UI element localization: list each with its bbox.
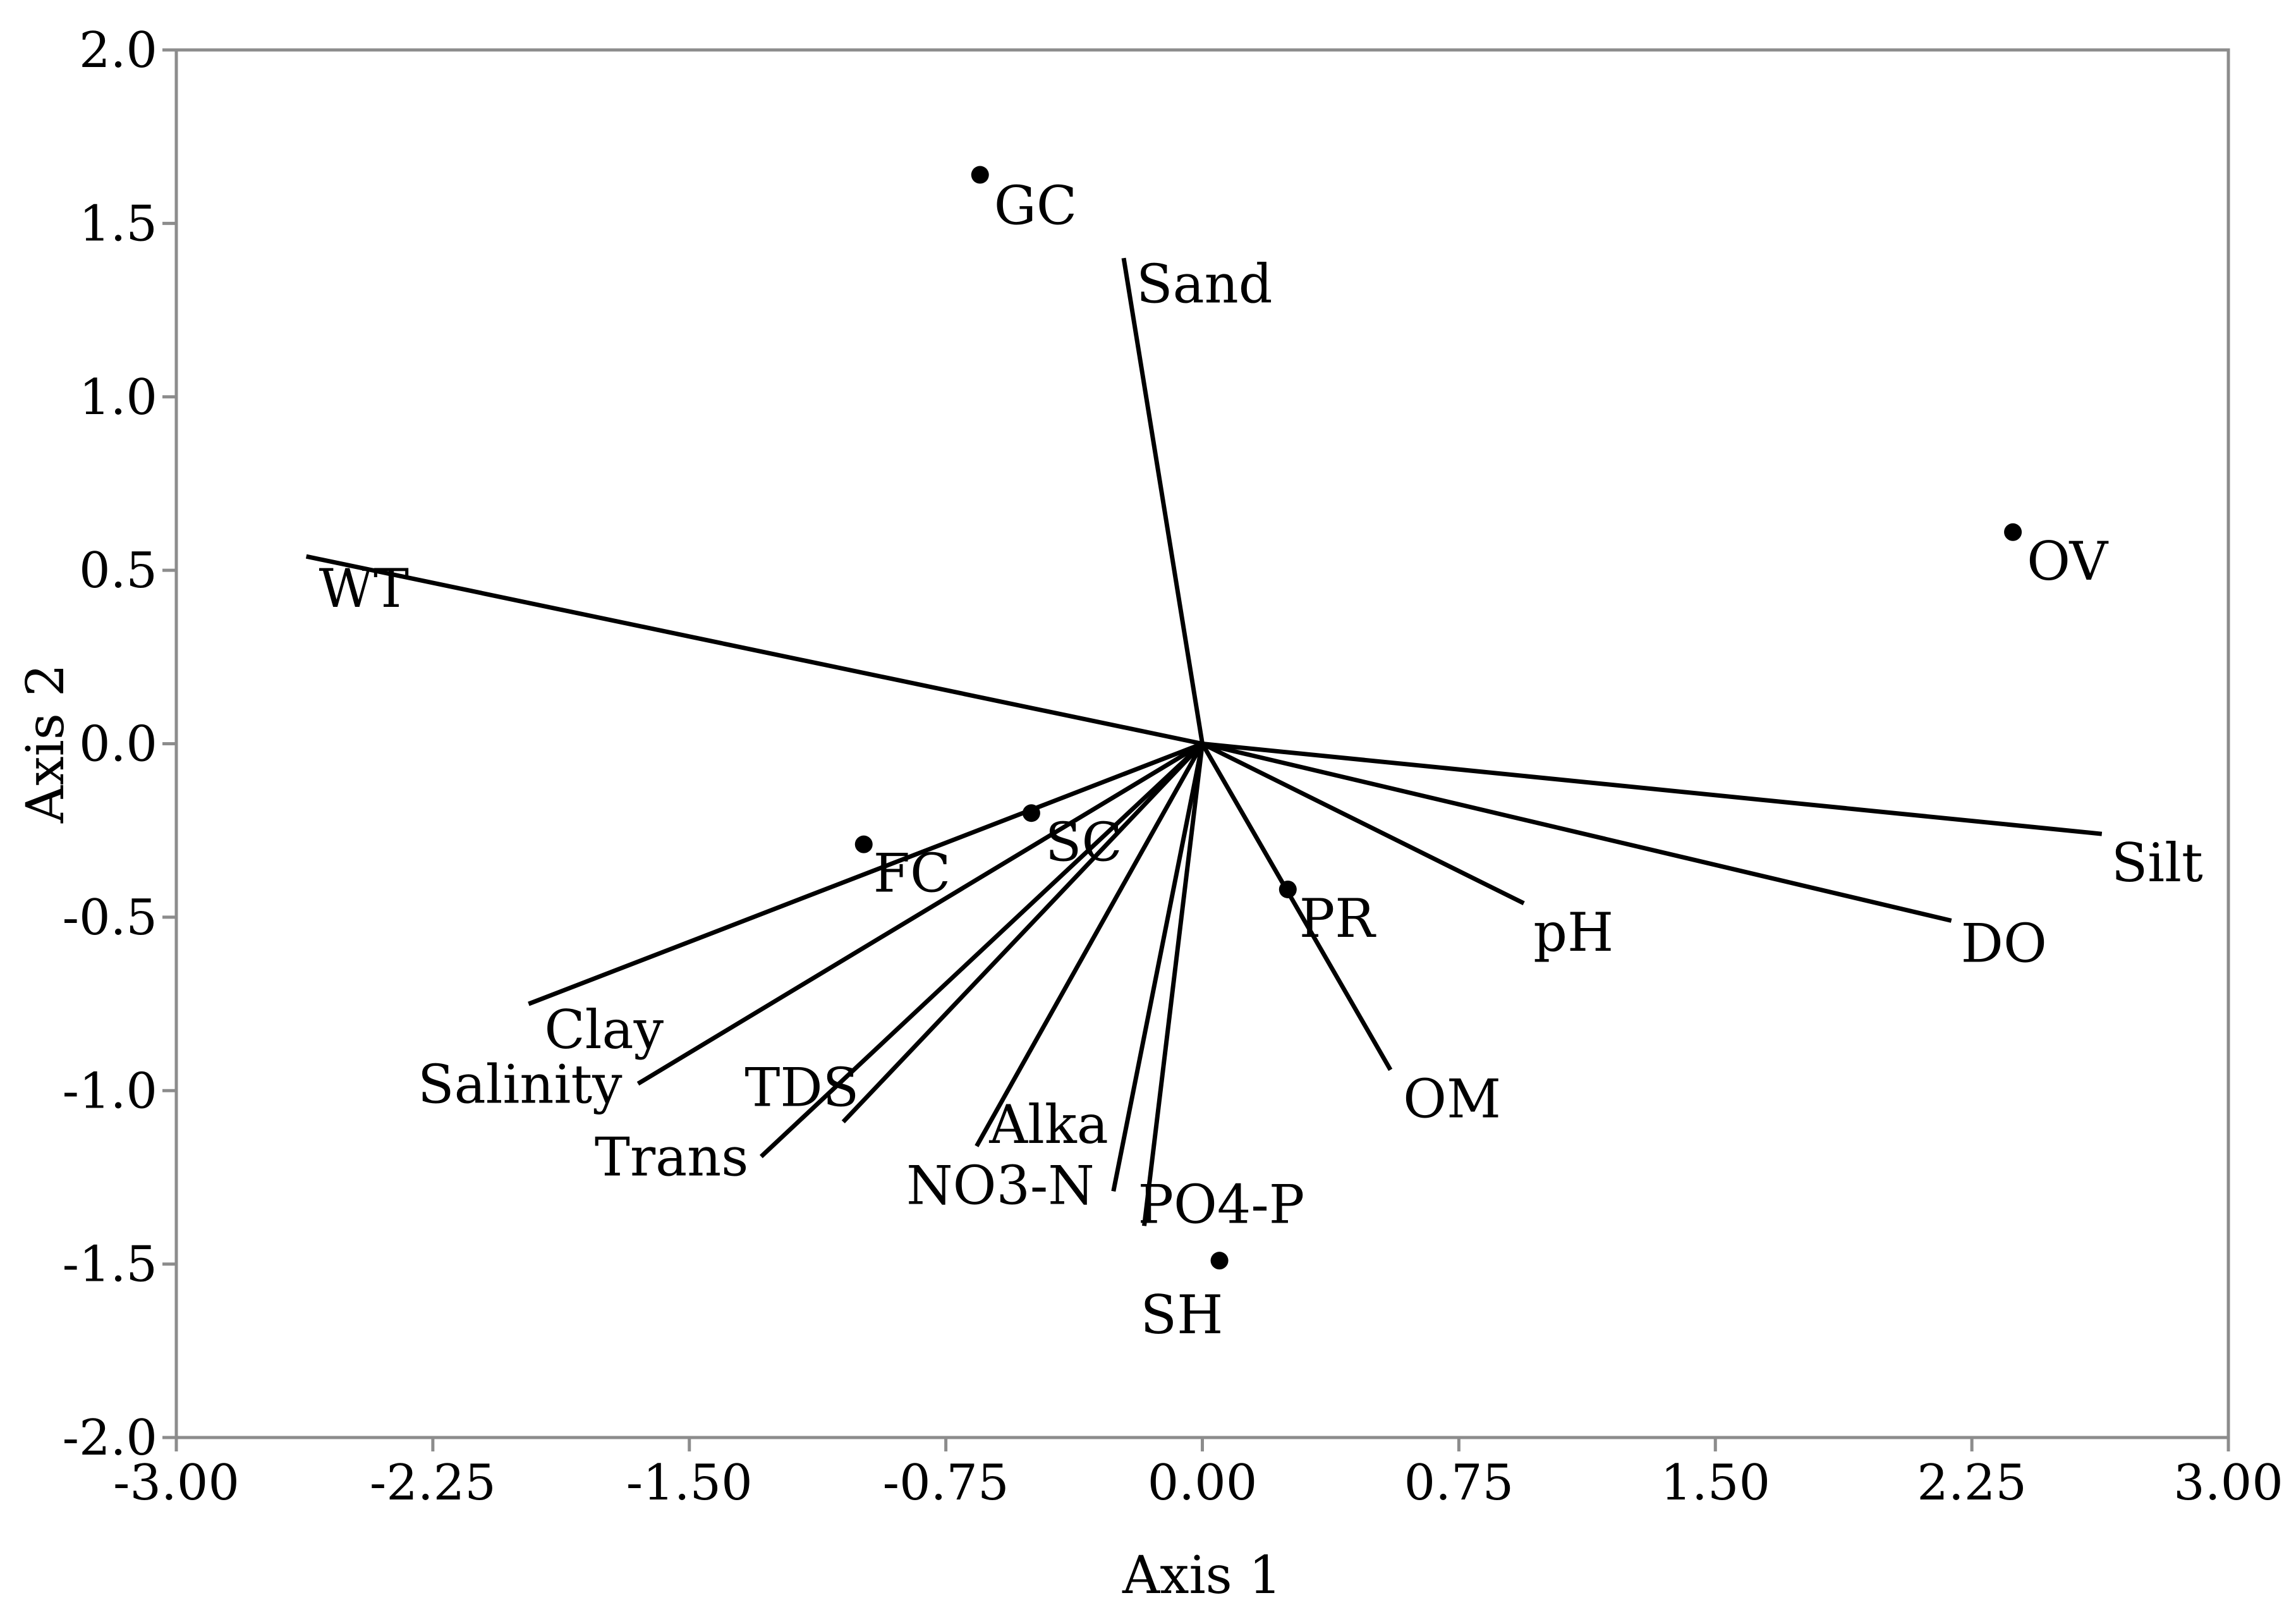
vector-line-no3-n	[1111, 743, 1205, 1192]
site-point-sc	[1022, 804, 1040, 822]
x-tick-label: 2.25	[1917, 1455, 2027, 1511]
vector-line-sand	[1121, 257, 1205, 745]
vector-label-silt: Silt	[2111, 832, 2203, 894]
x-tick-label: 3.00	[2173, 1455, 2283, 1511]
site-point-pr	[1279, 880, 1297, 898]
site-point-gc	[971, 166, 989, 184]
vector-label-ph: pH	[1533, 901, 1613, 963]
y-tick-label: -0.5	[63, 889, 157, 946]
vector-line-silt	[1202, 742, 2103, 836]
x-tick-label: 0.75	[1404, 1455, 1514, 1511]
vector-line-om	[1200, 742, 1393, 1072]
x-tick-label: -2.25	[370, 1455, 496, 1511]
y-tick-label: 0.0	[79, 716, 157, 773]
x-axis-title: Axis 1	[1122, 1546, 1282, 1606]
vector-label-clay: Clay	[544, 999, 664, 1061]
x-axis: -3.00 -2.25 -1.50 -0.75 0.00 0.75 1.50 2.25 3.00	[113, 1438, 2283, 1511]
y-tick-label: 0.5	[79, 542, 157, 599]
site-label-sh: SH	[1141, 1284, 1224, 1346]
vector-line-wt	[305, 554, 1203, 746]
vector-line-ph	[1201, 742, 1525, 906]
x-tick-label: 0.00	[1148, 1455, 1258, 1511]
site-point-sh	[1210, 1252, 1229, 1270]
site-point-ov	[2004, 523, 2022, 541]
y-tick-label: 2.0	[79, 22, 157, 79]
site-label-ov: OV	[2027, 530, 2108, 592]
x-tick-label: -3.00	[113, 1455, 240, 1511]
vector-label-no3-n: NO3-N	[906, 1154, 1095, 1216]
y-axis-title: Axis 2	[16, 664, 76, 824]
y-axis: 2.0 1.5 1.0 0.5 0.0 -0.5 -1.0 -1.5 -2.0	[63, 22, 176, 1467]
y-tick-label: 1.0	[79, 369, 157, 426]
site-point-fc	[854, 835, 873, 853]
vector-label-sand: Sand	[1136, 253, 1273, 315]
x-tick-label: -1.50	[626, 1455, 753, 1511]
x-tick-label: 1.50	[1660, 1455, 1770, 1511]
vector-label-trans: Trans	[595, 1127, 748, 1188]
vector-line-tds	[841, 742, 1205, 1124]
site-label-fc: FC	[873, 843, 951, 905]
site-points: GC OV FC SC PR SH	[854, 166, 2108, 1346]
vector-line-alka	[975, 742, 1205, 1147]
vector-label-salinity: Salinity	[418, 1053, 623, 1115]
y-tick-label: -2.0	[63, 1410, 157, 1467]
y-tick-label: -1.5	[63, 1236, 157, 1293]
site-label-sc: SC	[1045, 811, 1122, 873]
x-tick-label: -0.75	[883, 1455, 1009, 1511]
site-label-pr: PR	[1299, 888, 1377, 949]
vector-label-tds: TDS	[744, 1057, 859, 1119]
vector-label-om: OM	[1403, 1068, 1501, 1130]
site-label-gc: GC	[994, 175, 1077, 237]
y-tick-label: 1.5	[79, 195, 157, 252]
vector-line-salinity	[636, 742, 1204, 1086]
vector-label-wt: WT	[319, 558, 409, 620]
vector-line-trans	[760, 742, 1204, 1159]
vector-label-do: DO	[1961, 912, 2047, 974]
vector-line-do	[1201, 742, 1952, 923]
y-tick-label: -1.0	[63, 1063, 157, 1120]
vector-line-clay	[528, 742, 1203, 1006]
vector-label-po4-p: PO4-P	[1138, 1173, 1305, 1235]
vector-label-alka: Alka	[988, 1094, 1109, 1156]
vector-line-po4-p	[1142, 743, 1205, 1226]
